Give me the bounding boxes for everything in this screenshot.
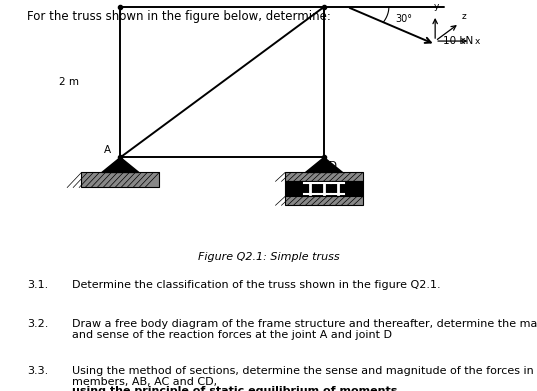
Text: 3.2.: 3.2. [27,319,48,329]
Text: Determine the classification of the truss shown in the figure Q2.1.: Determine the classification of the trus… [72,280,441,290]
Polygon shape [102,157,139,172]
Text: 30°: 30° [395,14,412,24]
Text: For the truss shown in the figure below, determine:: For the truss shown in the figure below,… [27,10,331,23]
Text: Draw a free body diagram of the frame structure and thereafter, determine the ma: Draw a free body diagram of the frame st… [72,319,537,340]
Text: z: z [462,12,467,21]
Text: C: C [329,0,336,1]
Text: 10 kN: 10 kN [443,36,473,46]
Text: using the principle of static equilibrium of moments.: using the principle of static equilibriu… [72,386,402,391]
Bar [285,172,363,181]
Text: D: D [329,161,337,171]
Text: y: y [433,2,439,11]
Text: Figure Q2.1: Simple truss: Figure Q2.1: Simple truss [198,251,339,262]
Text: A: A [104,145,111,155]
Bar [285,181,363,196]
Polygon shape [306,157,343,172]
Text: B: B [102,0,109,2]
Text: 3.3.: 3.3. [27,366,48,376]
Text: 2 m: 2 m [59,77,79,87]
Bar [82,172,159,187]
Text: 3.1.: 3.1. [27,280,48,290]
Text: x: x [475,36,480,46]
Bar [285,196,363,205]
Text: Using the method of sections, determine the sense and magnitude of the forces in: Using the method of sections, determine … [72,366,537,387]
